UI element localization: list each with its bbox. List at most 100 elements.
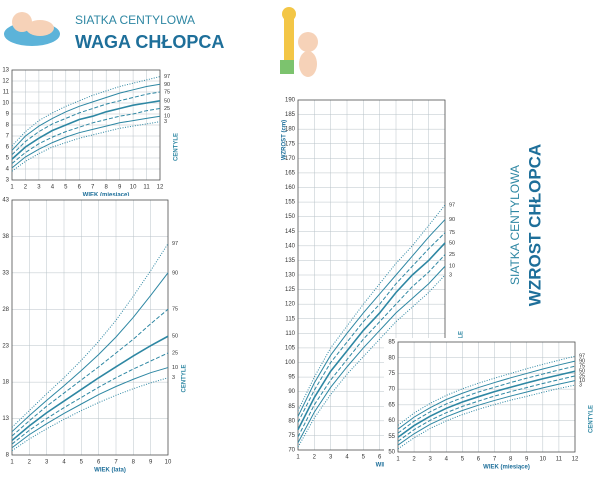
plot-background [12,196,168,473]
x-tick-label: 8 [509,457,513,463]
x-axis-label: WIEK (lata) [94,468,126,474]
plot-background [12,66,160,198]
plot-frame [11,69,161,181]
y-tick-label: 60 [388,418,395,424]
centile-line [11,367,169,449]
y-tick-label: 3 [6,178,10,184]
y-tick-label: 85 [388,340,395,346]
x-tick-label: 10 [539,457,546,463]
y-tick-label: 145 [285,229,296,235]
x-tick-label: 8 [132,460,136,466]
centile-line [11,108,161,164]
x-tick-label: 2 [313,455,317,461]
x-tick-label: 12 [572,457,579,463]
centile-label: 75 [449,230,455,236]
y-tick-label: 65 [388,402,395,408]
x-tick-label: 10 [130,185,137,191]
centile-label: 10 [172,365,178,371]
y-tick-label: 80 [388,355,395,361]
y-tick-label: 165 [285,170,296,176]
baby-icon [4,12,60,46]
y-tick-label: 7 [6,134,10,140]
y-tick-label: 160 [285,185,296,191]
centile-line [397,380,576,446]
centile-label: 10 [164,114,170,120]
x-tick-label: 8 [105,185,109,191]
centile-axis-label: CENTYLE [589,405,595,433]
centile-label: 10 [449,264,455,270]
x-tick-label: 5 [64,185,68,191]
y-tick-label: 155 [285,200,296,206]
x-tick-label: 10 [165,460,172,466]
y-tick-label: 13 [2,68,9,74]
x-tick-label: 9 [525,457,529,463]
y-tick-label: 105 [285,345,296,351]
centile-line [297,274,446,448]
centile-label: 97 [579,354,585,360]
centile-line [397,375,576,442]
x-tick-label: 4 [51,185,55,191]
x-tick-label: 7 [114,460,118,466]
y-tick-label: 18 [2,380,9,386]
x-tick-label: 7 [91,185,95,191]
x-tick-label: 3 [45,460,49,466]
x-tick-label: 6 [97,460,101,466]
x-tick-label: 1 [296,455,300,461]
centile-label: 50 [579,369,585,375]
centile-label: 3 [449,272,452,278]
subtitle: SIATKA CENTYLOWA [75,13,195,27]
centile-line [297,254,446,438]
centile-line [11,100,161,160]
centile-label: 75 [579,364,585,370]
x-tick-label: 11 [556,457,563,463]
y-tick-label: 43 [2,198,9,204]
centile-line [11,377,169,452]
centile-axis-label: CENTYLE [182,364,188,392]
plot-background [384,338,575,470]
centile-line [297,242,446,430]
y-tick-label: 110 [285,331,295,337]
y-tick-label: 150 [285,214,296,220]
y-tick-label: 11 [3,90,10,96]
centile-line [11,272,169,433]
subtitle: SIATKA CENTYLOWA [508,165,522,285]
x-tick-label: 2 [24,185,28,191]
x-tick-label: 3 [429,457,433,463]
centile-label: 75 [172,307,178,313]
centile-line [397,360,576,430]
centile-label: 50 [164,98,170,104]
centile-axis-label: CENTYLE [174,133,180,161]
y-tick-label: 9 [6,112,10,118]
giraffe-baby-icon [280,7,318,77]
centile-label: 3 [172,375,175,381]
y-tick-label: 70 [388,387,395,393]
x-tick-label: 9 [118,185,122,191]
x-tick-label: 6 [78,185,82,191]
centile-label: 10 [579,378,585,384]
centile-label: 90 [449,217,455,223]
x-tick-label: 2 [28,460,32,466]
y-tick-label: 23 [2,343,9,349]
centile-line [11,91,161,156]
y-tick-label: 100 [285,360,296,366]
x-tick-label: 4 [445,457,449,463]
centile-line [11,83,161,151]
centile-label: 3 [579,383,582,389]
centile-line [11,335,169,442]
y-tick-label: 185 [285,112,296,118]
x-tick-label: 5 [80,460,84,466]
centile-label: 25 [449,252,455,258]
title: WZROST CHŁOPCA [525,144,544,306]
y-tick-label: 130 [285,273,296,279]
centile-line [297,265,446,443]
x-tick-label: 7 [493,457,497,463]
y-tick-label: 50 [388,450,395,456]
x-tick-label: 6 [477,457,481,463]
y-tick-label: 38 [2,234,9,240]
centile-line [397,370,576,438]
y-tick-label: 8 [6,123,10,129]
y-tick-label: 80 [288,418,295,424]
